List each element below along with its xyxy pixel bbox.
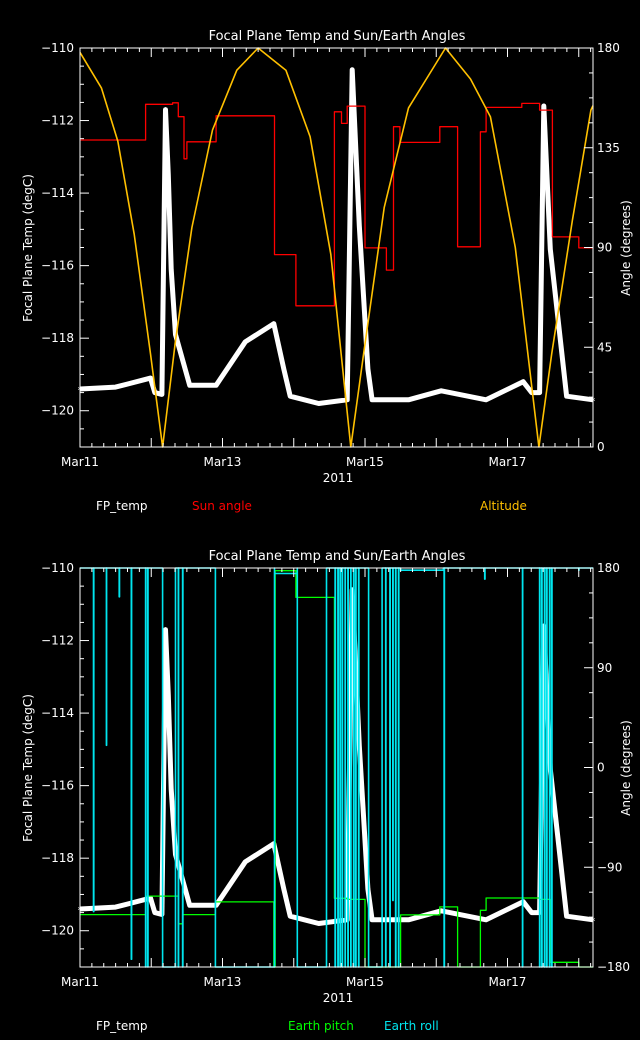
fp-temp-point: * [214, 382, 219, 392]
fp-temp-point: * [529, 910, 534, 920]
x-axis-label: 2011 [323, 471, 354, 485]
x-tick-label: Mar11 [61, 455, 99, 469]
legend-fp-temp: FP_temp [96, 499, 148, 513]
series-sun-angle [80, 102, 593, 307]
plot-area: * *** ****** ****** ***** ***** **** * [78, 567, 596, 968]
y-tick-label: −112 [41, 634, 74, 648]
plot-area: * *** ****** ****** ***** ***** **** * [78, 47, 596, 448]
y-tick-label: −110 [41, 41, 74, 55]
y2-tick-label: −180 [597, 960, 630, 974]
fp-temp-point: * [214, 902, 219, 912]
top-chart-panel: Focal Plane Temp and Sun/Earth Angles 20… [21, 29, 633, 513]
y-tick-label: −118 [41, 331, 74, 345]
legend-sun-angle: Sun angle [192, 499, 252, 513]
y-axis-label: Focal Plane Temp (degC) [21, 694, 35, 842]
fp-temp-point: * [166, 692, 171, 702]
fp-temp-point: * [484, 917, 489, 927]
fp-temp-point: * [282, 366, 287, 376]
fp-temp-point: * [439, 908, 444, 918]
y-axis-label: Focal Plane Temp (degC) [21, 174, 35, 322]
fp-temp-point: * [548, 246, 553, 256]
legend-earth-pitch: Earth pitch [288, 1019, 354, 1033]
fp-temp-point: * [166, 172, 171, 182]
y-tick-label: −116 [41, 779, 74, 793]
y2-tick-label: 90 [597, 661, 612, 675]
fp-temp-point: * [350, 587, 355, 597]
y-tick-label: −120 [41, 404, 74, 418]
fp-temp-point: * [288, 393, 293, 403]
fp-temp-point: * [148, 375, 153, 385]
x-tick-label: Mar17 [489, 975, 527, 989]
bottom-chart-panel: Focal Plane Temp and Sun/Earth Angles 20… [21, 549, 633, 1033]
fp-temp-point: * [113, 384, 118, 394]
y-tick-label: −120 [41, 924, 74, 938]
fp-temp-point: * [439, 388, 444, 398]
fp-temp-point: * [521, 379, 526, 389]
x-tick-label: Mar15 [346, 975, 384, 989]
series-altitude [79, 47, 594, 448]
fp-temp-point: * [243, 339, 248, 349]
fp-temp-point: * [243, 859, 248, 869]
fp-temp-point: * [316, 920, 321, 930]
fp-temp-point: * [282, 886, 287, 896]
fp-temp-point: * [187, 382, 192, 392]
y2-tick-label: 180 [597, 41, 620, 55]
fp-temp-point: * [406, 917, 411, 927]
fp-temp-point: * [406, 397, 411, 407]
fp-temp-point: * [288, 913, 293, 923]
fp-temp-point: * [537, 390, 542, 400]
y-tick-label: −116 [41, 259, 74, 273]
series-fp-temp [79, 67, 594, 406]
y-tick-label: −118 [41, 851, 74, 865]
y2-axis-label: Angle (degrees) [619, 720, 633, 816]
legend-earth-roll: Earth roll [384, 1019, 439, 1033]
x-tick-label: Mar17 [489, 455, 527, 469]
y2-tick-label: 180 [597, 561, 620, 575]
x-tick-label: Mar13 [204, 975, 242, 989]
chart-title: Focal Plane Temp and Sun/Earth Angles [209, 549, 466, 564]
x-tick-label: Mar15 [346, 455, 384, 469]
fp-temp-point: * [564, 913, 569, 923]
series-earth-roll [80, 567, 593, 968]
series-fp-temp [79, 587, 594, 926]
y2-tick-label: 135 [597, 141, 620, 155]
y2-tick-label: 0 [597, 761, 605, 775]
fp-temp-point: * [366, 366, 371, 376]
y2-tick-label: −90 [597, 860, 622, 874]
x-tick-label: Mar11 [61, 975, 99, 989]
fp-temp-point: * [169, 786, 174, 796]
y-tick-label: −114 [41, 706, 74, 720]
fp-temp-point: * [163, 627, 168, 637]
y2-tick-label: 45 [597, 340, 612, 354]
legend-altitude: Altitude [480, 499, 527, 513]
y2-tick-label: 0 [597, 440, 605, 454]
fp-temp-point: * [169, 266, 174, 276]
fp-temp-point: * [163, 107, 168, 117]
fp-temp-point: * [148, 895, 153, 905]
fp-temp-point: * [484, 397, 489, 407]
x-axis-label: 2011 [323, 991, 354, 1005]
fp-temp-point: * [272, 321, 277, 331]
chart-title: Focal Plane Temp and Sun/Earth Angles [209, 29, 466, 44]
y2-tick-label: 90 [597, 241, 612, 255]
fp-temp-point: * [345, 397, 350, 407]
fp-temp-point: * [160, 391, 165, 401]
fp-temp-point: * [187, 902, 192, 912]
y-tick-label: −112 [41, 114, 74, 128]
fp-temp-point: * [357, 223, 362, 233]
y-tick-label: −114 [41, 186, 74, 200]
y-tick-label: −110 [41, 561, 74, 575]
fp-temp-point: * [316, 400, 321, 410]
fp-temp-point: * [113, 904, 118, 914]
fp-temp-point: * [542, 103, 547, 113]
fp-temp-point: * [370, 917, 375, 927]
legend-fp-temp: FP_temp [96, 1019, 148, 1033]
fp-temp-point: * [370, 397, 375, 407]
y2-axis-label: Angle (degrees) [619, 200, 633, 296]
fp-temp-point: * [350, 67, 355, 77]
fp-temp-point: * [564, 393, 569, 403]
fp-temp-point: * [153, 910, 158, 920]
x-tick-label: Mar13 [204, 455, 242, 469]
